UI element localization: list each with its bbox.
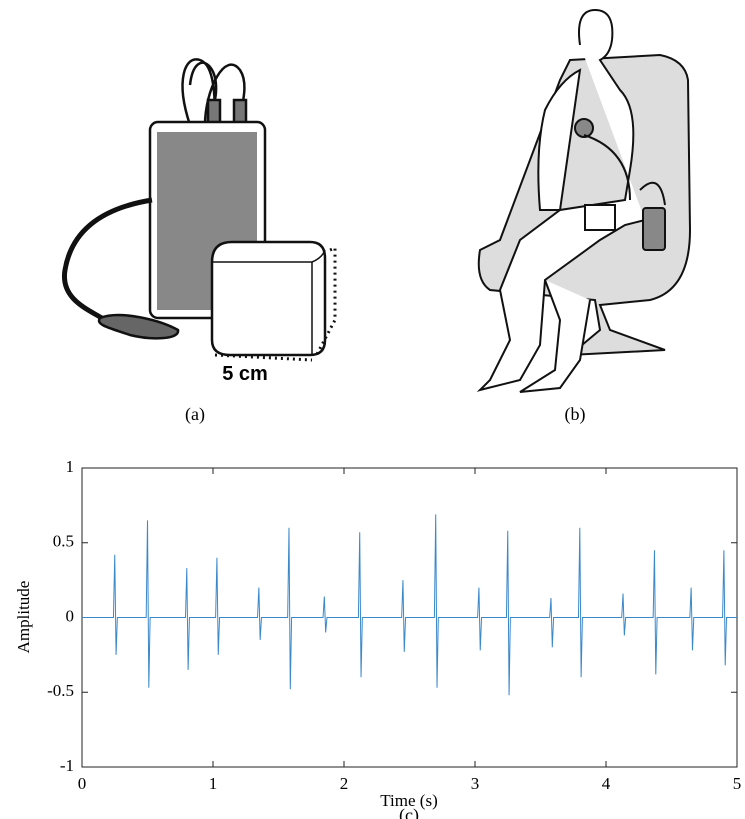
y-tick-label: -1 [60, 756, 74, 775]
dimension-label: 5 cm [222, 363, 268, 385]
x-tick-label: 3 [471, 774, 480, 793]
y-tick-label: 1 [66, 457, 75, 476]
device-illustration [64, 59, 335, 360]
x-tick-label: 5 [733, 774, 742, 793]
panel-caption: (b) [565, 404, 586, 425]
x-tick-label: 2 [340, 774, 349, 793]
person-illustration [479, 10, 690, 392]
panel-caption: (a) [185, 404, 205, 425]
y-tick-label: 0 [66, 606, 75, 625]
x-tick-label: 0 [78, 774, 87, 793]
figure: 5 cm (a) (b) Amplitude Time (s) (c) -1-0… [0, 0, 745, 819]
y-tick-label: -0.5 [47, 681, 74, 700]
panel-caption: (c) [399, 805, 419, 819]
x-tick-label: 1 [209, 774, 218, 793]
y-axis-label: Amplitude [14, 581, 33, 654]
x-tick-label: 4 [602, 774, 611, 793]
y-tick-label: 0.5 [53, 532, 74, 551]
signal-line [82, 514, 737, 695]
